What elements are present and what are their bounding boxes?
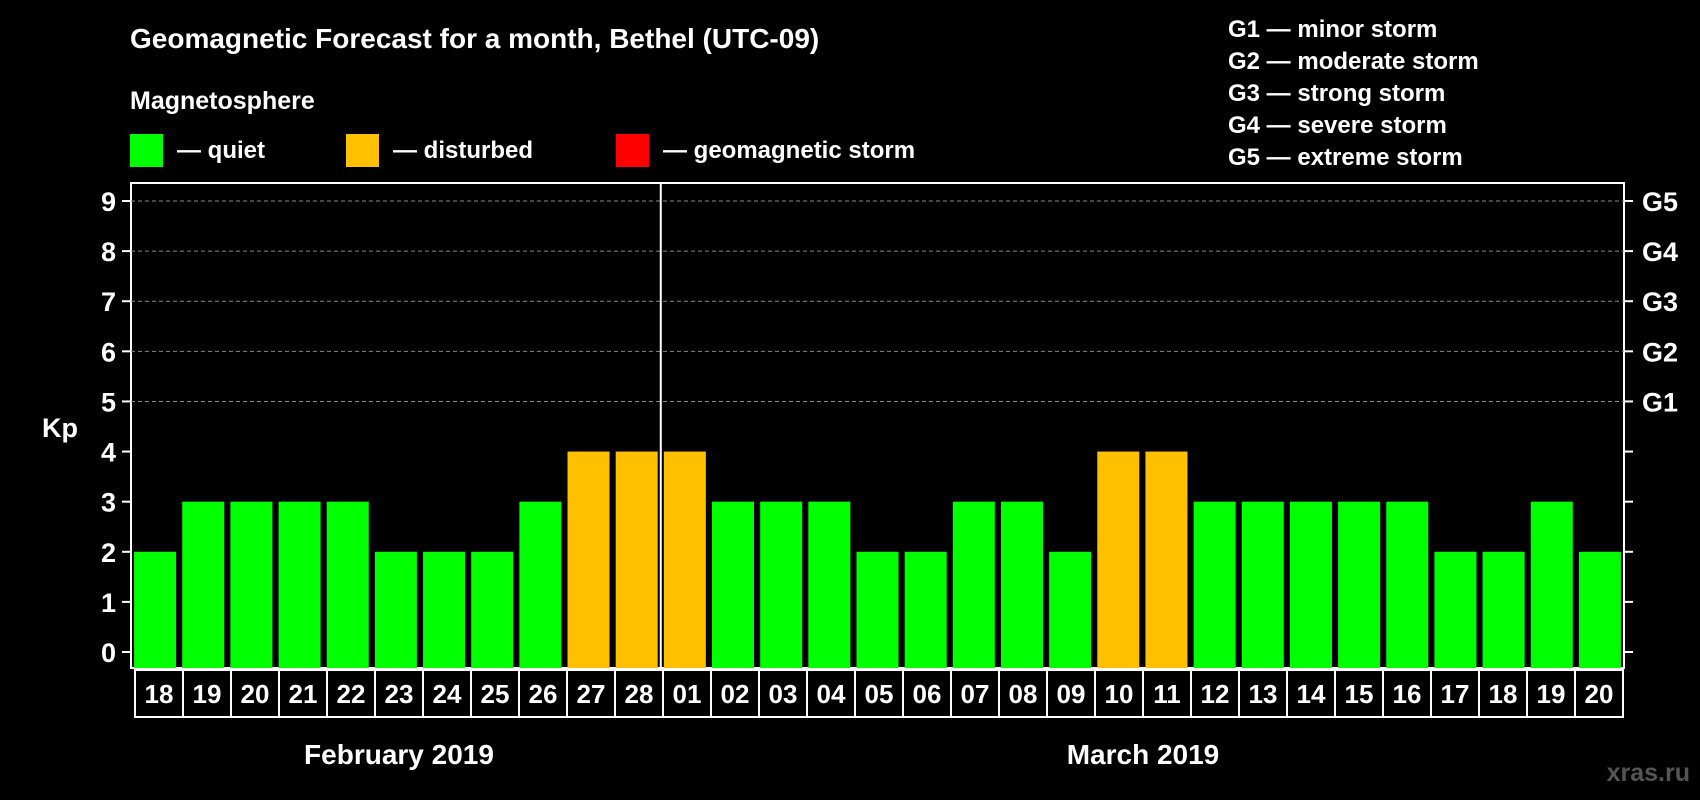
bar-21 [1145,451,1188,668]
bar-25 [1338,501,1381,668]
chart-title: Geomagnetic Forecast for a month, Bethel… [130,23,819,54]
day-label-14: 04 [817,679,846,709]
legend-label-1: — disturbed [393,137,533,164]
bar-18 [1000,501,1043,668]
day-label-12: 02 [721,679,750,709]
y-tick-label-1: 1 [101,588,116,618]
bar-20 [1097,451,1140,668]
storm-level-label-G4: G4 [1642,237,1678,267]
day-label-20: 10 [1105,679,1134,709]
day-label-29: 19 [1537,679,1566,709]
day-label-4: 22 [337,679,366,709]
day-label-19: 09 [1057,679,1086,709]
legend-swatch-1 [346,134,379,167]
bar-8 [519,501,562,668]
bar-13 [760,501,803,668]
legend-label-2: — geomagnetic storm [663,137,915,164]
bar-24 [1289,501,1332,668]
storm-legend-item-3: G4 — severe storm [1228,112,1447,139]
day-label-22: 12 [1201,679,1230,709]
bar-0 [134,551,177,668]
bar-2 [230,501,273,668]
day-label-2: 20 [241,679,270,709]
bar-26 [1386,501,1429,668]
storm-level-label-G1: G1 [1642,387,1678,417]
day-label-7: 25 [481,679,510,709]
y-axis-label: Kp [42,413,78,443]
day-label-21: 11 [1153,679,1181,709]
day-label-17: 07 [961,679,990,709]
y-tick-label-5: 5 [101,387,116,417]
y-tick-label-4: 4 [101,438,116,468]
y-tick-label-3: 3 [101,488,116,518]
storm-level-label-G2: G2 [1642,337,1678,367]
bar-30 [1578,551,1621,668]
day-label-8: 26 [529,679,558,709]
day-label-15: 05 [865,679,894,709]
storm-scale-legend: G1 — minor storm G2 — moderate storm G3 — … [1228,16,1479,171]
day-label-row [134,669,1624,718]
bar-27 [1434,551,1477,668]
storm-level-label-G3: G3 [1642,287,1678,317]
magnetosphere-legend: — quiet — disturbed — geomagnetic storm [130,134,915,167]
bar-11 [663,451,706,668]
day-label-25: 15 [1345,679,1374,709]
day-label-1: 19 [193,679,222,709]
bar-15 [856,551,899,668]
bar-23 [1241,501,1284,668]
y-tick-label-9: 9 [101,187,116,217]
bar-28 [1482,551,1525,668]
month-label-1: March 2019 [1067,739,1220,770]
legend-swatch-0 [130,134,163,167]
day-label-6: 24 [433,679,462,709]
site-credit: xras.ru [1607,759,1690,787]
day-label-24: 14 [1297,679,1326,709]
bar-12 [712,501,755,668]
day-label-3: 21 [289,679,318,709]
y-tick-label-7: 7 [101,287,116,317]
bar-29 [1530,501,1573,668]
bar-3 [278,501,321,668]
day-label-30: 20 [1585,679,1614,709]
legend-heading: Magnetosphere [130,87,315,115]
storm-legend-item-1: G2 — moderate storm [1228,48,1479,75]
bar-16 [904,551,947,668]
legend-label-0: — quiet [177,137,265,164]
day-label-11: 01 [673,679,702,709]
legend-swatch-2 [616,134,649,167]
bar-5 [374,551,417,668]
bar-10 [615,451,658,668]
bar-1 [182,501,225,668]
day-label-10: 28 [625,679,654,709]
day-label-28: 18 [1489,679,1518,709]
bar-22 [1193,501,1236,668]
day-label-18: 08 [1009,679,1038,709]
day-label-26: 16 [1393,679,1422,709]
bar-4 [326,501,369,668]
bar-6 [423,551,466,668]
y-tick-label-8: 8 [101,237,116,267]
day-label-13: 03 [769,679,798,709]
y-tick-label-2: 2 [101,538,116,568]
bar-19 [1049,551,1092,668]
y-tick-label-6: 6 [101,337,116,367]
day-label-23: 13 [1249,679,1278,709]
bar-7 [471,551,514,668]
day-label-0: 18 [145,679,174,709]
month-label-0: February 2019 [304,739,494,770]
bar-14 [808,501,851,668]
bar-17 [952,501,995,668]
day-label-27: 17 [1441,679,1470,709]
storm-level-label-G5: G5 [1642,187,1678,217]
storm-legend-item-4: G5 — extreme storm [1228,144,1463,171]
y-tick-label-0: 0 [101,638,116,668]
day-label-9: 27 [577,679,606,709]
storm-legend-item-2: G3 — strong storm [1228,80,1445,107]
day-label-16: 06 [913,679,942,709]
day-label-5: 23 [385,679,414,709]
storm-legend-item-0: G1 — minor storm [1228,16,1437,43]
bar-9 [567,451,610,668]
